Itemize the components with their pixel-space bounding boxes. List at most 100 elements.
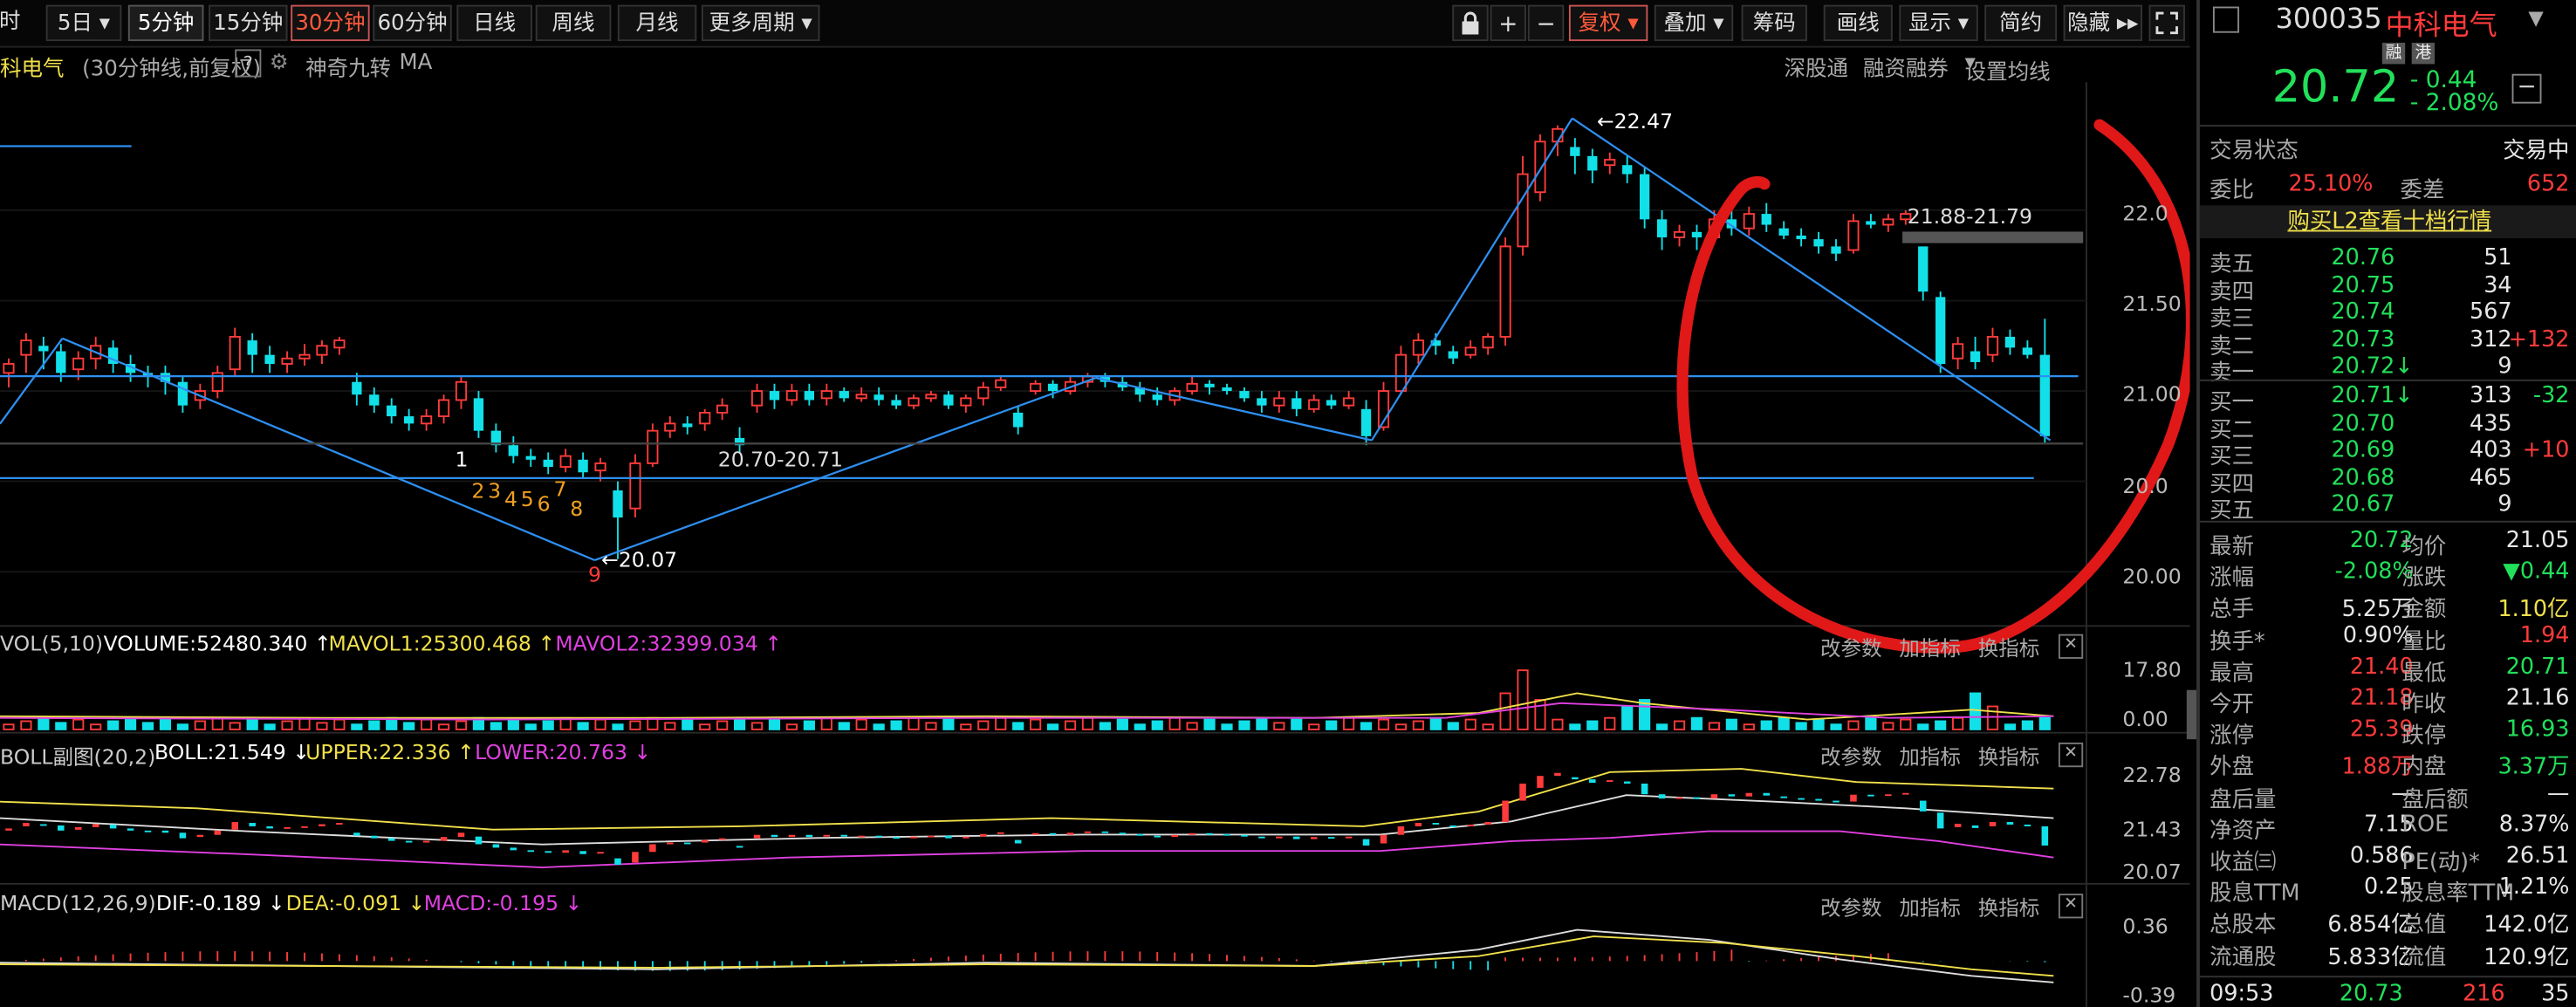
boll-candle [1049,832,1057,835]
nine-turn-indicator[interactable]: 神奇九转 [305,57,392,83]
macd-edit-params[interactable]: 改参数 [1819,895,1882,921]
volume-bar [1969,692,1982,730]
boll-edit-params[interactable]: 改参数 [1819,743,1882,770]
volume-bar [1952,716,1964,730]
volume-bar [159,718,172,730]
candle-body [1517,173,1529,248]
draw-line-button[interactable]: 画线 [1823,4,1893,42]
vol-close-icon[interactable]: ✕ [2058,634,2084,659]
boll-candle [1084,831,1092,833]
candle-body [1257,398,1267,406]
period-5min-button[interactable]: 5分钟 [127,4,204,42]
period-5day-button[interactable]: 5日 ▾ [45,4,122,42]
remove-watch-button[interactable]: − [2511,73,2542,104]
stat-label: 总手 [2209,597,2254,624]
panel-collapse-handle[interactable] [2186,689,2197,740]
boll-candle [1902,792,1909,795]
l2-purchase-link[interactable]: 购买L2查看十档行情 [2199,205,2576,238]
candle-body [1622,165,1633,175]
period-cut-label[interactable]: 时 [0,10,21,35]
quote-panel: 300035 中科电气 ▼ 融 港 20.72 - 0.44 - 2.08% −… [2196,0,2576,1007]
hide-button[interactable]: 隐藏 ▸▸ [2063,4,2142,42]
volume-bar [437,723,450,730]
vol-add-indicator[interactable]: 加指标 [1899,635,1961,661]
boll-text: BOLL:21.549 [154,739,286,764]
candle-body [1673,230,1686,238]
candle-body [1639,174,1650,220]
ask-level-label: 卖五 [2209,251,2254,278]
boll-candle [1502,800,1509,823]
macd-value: MACD:-0.195 ↓ [423,890,583,915]
boll-candle [1258,836,1265,839]
candle-body [264,354,275,365]
simple-mode-button[interactable]: 简约 [1984,4,2058,42]
hk-connect-link[interactable]: 深股通 [1784,57,1849,83]
volume-bar [1586,720,1599,730]
boll-candle [1293,836,1300,839]
candle-body [543,459,553,468]
candle-body [211,372,223,393]
chevron-down-icon[interactable]: ▼ [2528,6,2544,30]
zoom-in-button[interactable]: + [1490,4,1526,42]
boll-candle [353,832,360,836]
volume-bar [1151,720,1163,730]
period-week-button[interactable]: 周线 [535,4,612,42]
volume-bar [1256,716,1268,730]
bid-level-price: 20.70 [2331,409,2395,437]
volume-bar [1655,723,1668,730]
chips-button[interactable]: 筹码 [1741,4,1807,42]
boll-candle [196,834,204,838]
stat-label: 总股本 [2209,912,2277,939]
candle-body [1030,382,1042,393]
overlay-dropdown[interactable]: 叠加 ▾ [1654,4,1734,42]
volume-bar [107,720,120,730]
window-icon[interactable] [2212,6,2240,33]
period-month-button[interactable]: 月线 [617,4,697,42]
period-60min-button[interactable]: 60分钟 [373,4,452,42]
nine-turn-3: 3 [488,477,502,504]
boll-candle [1206,832,1213,835]
margin-link[interactable]: 融资融券 [1862,57,1949,83]
y-tick: 21.50 [2122,291,2182,316]
macd-switch-indicator[interactable]: 换指标 [1977,895,2040,921]
expand-icon[interactable] [2148,4,2185,42]
volume-bar [977,720,990,730]
candle-body [56,351,66,373]
candle-body [525,456,536,460]
vol-switch-indicator[interactable]: 换指标 [1977,635,2040,661]
help-button[interactable]: ? [235,49,262,78]
volume-bar [1690,716,1703,730]
macd-dif: DIF:-0.189 ↓ [155,890,285,915]
boll-switch-indicator[interactable]: 换指标 [1977,743,2040,770]
kline-chart[interactable] [0,0,2190,1007]
high-price-value: 22.47 [1613,108,1674,134]
volume-bar [333,718,346,730]
stat-value: ▼0.44 [2503,558,2570,586]
macd-close-icon[interactable]: ✕ [2058,894,2084,919]
boll-candle [475,836,483,845]
boll-candle [1467,824,1474,826]
candle-body [1882,218,1894,226]
gear-icon[interactable]: ⚙ [269,51,289,76]
ma-indicator[interactable]: MA [399,51,433,76]
candle-body [160,373,171,382]
period-15min-button[interactable]: 15分钟 [209,4,288,42]
macd-add-indicator[interactable]: 加指标 [1899,895,1961,921]
more-periods-button[interactable]: 更多周期 ▾ [701,4,820,42]
divider [2199,379,2576,381]
display-dropdown[interactable]: 显示 ▾ [1899,4,1978,42]
zoom-out-button[interactable]: − [1527,4,1565,42]
bid-level-row: 买四 20.68 465 [2200,464,2576,497]
chart-subheader: 科电气 (30分钟线,前复权) ? ⚙ 神奇九转 MA 深股通 融资融券 设置均… [0,48,2190,86]
volume-bar [1935,720,1947,730]
boll-add-indicator[interactable]: 加指标 [1899,743,1961,770]
period-30min-button[interactable]: 30分钟 [291,4,370,42]
set-ma-link[interactable]: 设置均线 ▾ [1964,51,2051,86]
candle-body [804,391,815,401]
boll-close-icon[interactable]: ✕ [2058,742,2084,768]
candle-body [38,346,49,352]
period-day-button[interactable]: 日线 [456,4,532,42]
lock-icon[interactable] [1452,4,1489,42]
vol-edit-params[interactable]: 改参数 [1819,635,1882,661]
fuquan-dropdown[interactable]: 复权 ▾ [1568,4,1648,42]
